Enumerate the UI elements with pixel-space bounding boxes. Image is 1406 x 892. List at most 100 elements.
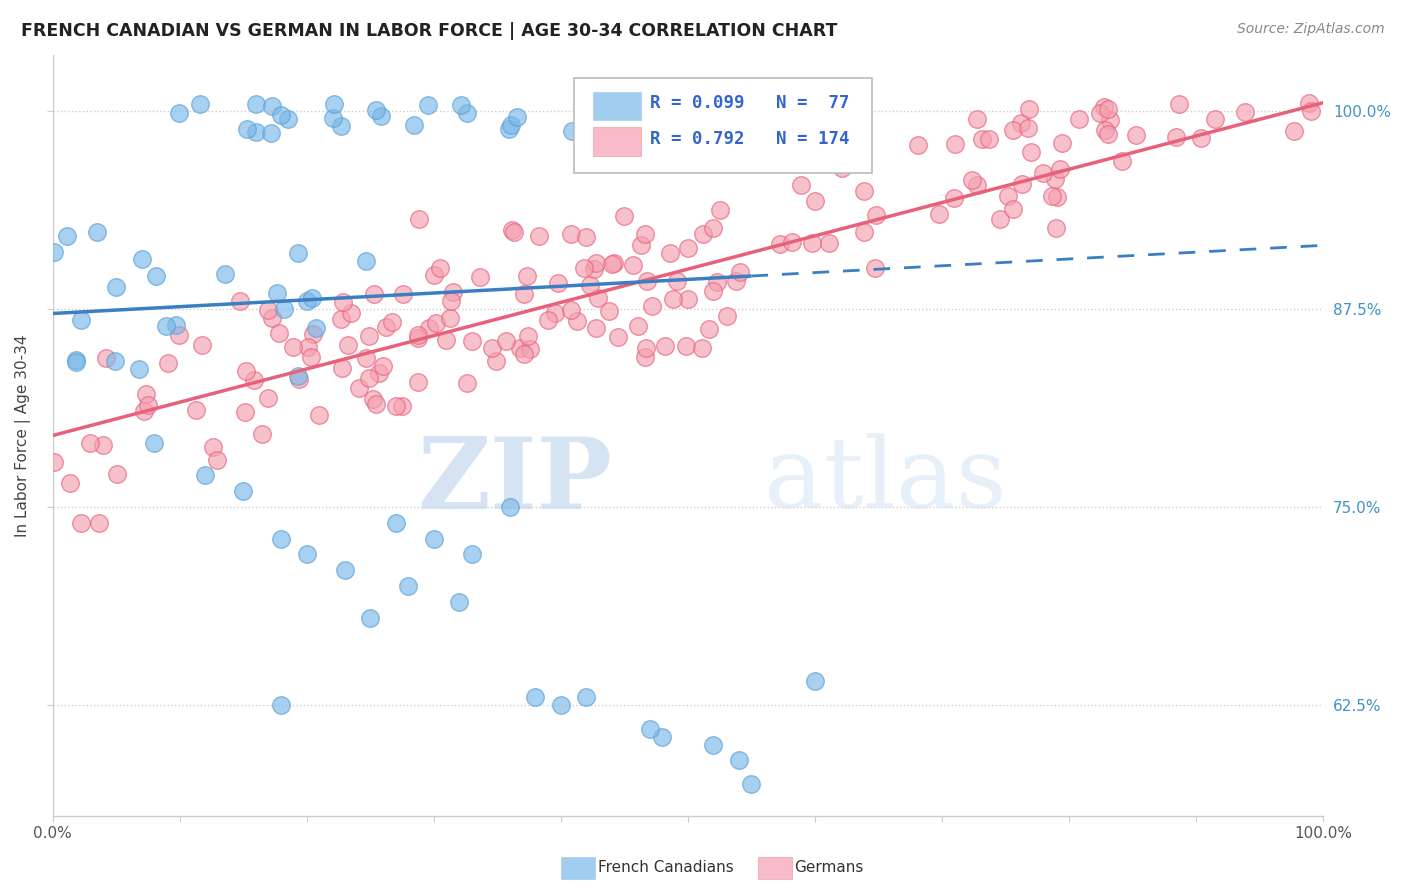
Point: [436, 333, 458, 347]
FancyBboxPatch shape: [592, 128, 641, 155]
Point: [1011, 177, 1033, 191]
Point: [1019, 145, 1042, 159]
Point: [499, 500, 522, 514]
Point: [370, 109, 392, 123]
Point: [970, 132, 993, 146]
Point: [1189, 131, 1212, 145]
Point: [575, 690, 598, 704]
Point: [516, 328, 538, 343]
Point: [1097, 102, 1119, 116]
Point: [481, 342, 503, 356]
Point: [288, 372, 311, 386]
Point: [1094, 122, 1116, 136]
Point: [65, 355, 87, 369]
Point: [450, 98, 472, 112]
Point: [966, 178, 988, 192]
Point: [368, 367, 391, 381]
Point: [907, 137, 929, 152]
Point: [782, 235, 804, 250]
Point: [235, 405, 257, 419]
Point: [966, 112, 988, 126]
Point: [565, 314, 588, 328]
Point: [59, 476, 82, 491]
Point: [621, 258, 644, 272]
Point: [295, 548, 318, 562]
Point: [165, 318, 187, 332]
Text: R = 0.099   N =  77: R = 0.099 N = 77: [650, 94, 849, 112]
Point: [928, 207, 950, 221]
Point: [70, 516, 93, 530]
Point: [506, 110, 529, 124]
Text: Source: ZipAtlas.com: Source: ZipAtlas.com: [1237, 22, 1385, 37]
Text: French Canadians: French Canadians: [598, 860, 734, 874]
Point: [79, 436, 101, 450]
Point: [339, 306, 361, 320]
Point: [94, 351, 117, 365]
Point: [740, 777, 762, 791]
Point: [44, 244, 66, 259]
Point: [485, 354, 508, 368]
Point: [943, 136, 966, 151]
Point: [560, 303, 582, 318]
Point: [270, 532, 292, 546]
Point: [134, 404, 156, 418]
Point: [1125, 128, 1147, 142]
Point: [960, 173, 983, 187]
Point: [323, 96, 346, 111]
Point: [1167, 96, 1189, 111]
Point: [519, 343, 541, 357]
Point: [853, 225, 876, 239]
Point: [1050, 136, 1073, 150]
Point: [630, 238, 652, 252]
Point: [167, 327, 190, 342]
Point: [627, 318, 650, 333]
Point: [423, 532, 446, 546]
Point: [332, 295, 354, 310]
Point: [104, 279, 127, 293]
Point: [690, 342, 713, 356]
Point: [676, 241, 699, 255]
Point: [190, 338, 212, 352]
Point: [297, 294, 319, 309]
Point: [634, 227, 657, 241]
Point: [1032, 166, 1054, 180]
Point: [1164, 130, 1187, 145]
Point: [441, 285, 464, 300]
Point: [702, 738, 724, 752]
Point: [194, 468, 217, 483]
Point: [865, 208, 887, 222]
Point: [273, 301, 295, 316]
Point: [502, 225, 524, 239]
Point: [416, 97, 439, 112]
Point: [818, 235, 841, 250]
Point: [131, 252, 153, 266]
Point: [631, 123, 654, 137]
Point: [560, 227, 582, 242]
FancyBboxPatch shape: [574, 78, 872, 173]
Point: [706, 275, 728, 289]
Point: [425, 316, 447, 330]
Point: [384, 516, 406, 530]
Point: [461, 548, 484, 562]
Point: [572, 261, 595, 276]
Point: [86, 226, 108, 240]
Point: [347, 381, 370, 395]
Point: [598, 304, 620, 318]
Point: [634, 342, 657, 356]
Point: [235, 364, 257, 378]
Point: [42, 455, 65, 469]
Point: [205, 452, 228, 467]
Point: [188, 96, 211, 111]
Point: [1046, 190, 1069, 204]
Point: [699, 126, 721, 140]
Point: [501, 223, 523, 237]
Point: [600, 257, 623, 271]
Point: [638, 722, 661, 736]
Point: [136, 398, 159, 412]
Point: [69, 313, 91, 327]
Point: [301, 291, 323, 305]
Point: [659, 246, 682, 260]
Point: [1097, 127, 1119, 141]
Point: [605, 99, 627, 113]
Point: [357, 370, 380, 384]
